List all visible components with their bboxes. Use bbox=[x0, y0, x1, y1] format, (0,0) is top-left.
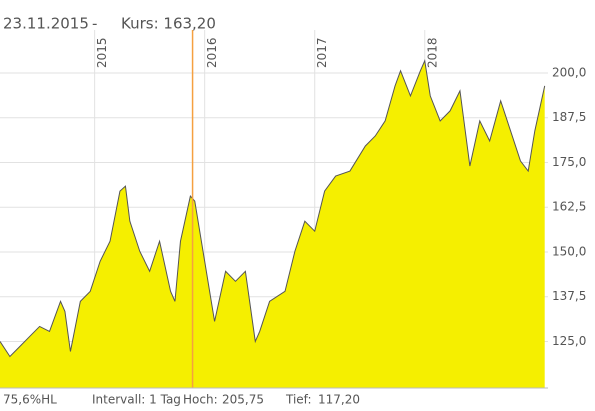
x-tick-label: 2017 bbox=[315, 37, 329, 68]
y-tick-label: 200,0 bbox=[552, 65, 586, 79]
x-tick-label: 2015 bbox=[95, 37, 109, 68]
x-tick-label: 2016 bbox=[205, 37, 219, 68]
price-line bbox=[0, 59, 546, 358]
header-text: Kurs: 163,20 bbox=[121, 15, 216, 33]
footer-text: 117,20 bbox=[318, 393, 360, 407]
area bbox=[0, 60, 545, 389]
y-tick-label: 137,5 bbox=[552, 289, 586, 303]
footer-text: Intervall: 1 Tag bbox=[92, 393, 181, 407]
footer-text: 75,6%HL bbox=[3, 393, 57, 407]
x-tick-label: 2018 bbox=[425, 37, 439, 68]
footer-text: Hoch: bbox=[183, 393, 218, 407]
y-tick-label: 187,5 bbox=[552, 110, 586, 124]
y-tick-label: 150,0 bbox=[552, 244, 586, 258]
y-tick-label: 175,0 bbox=[552, 155, 586, 169]
footer-text: Tief: bbox=[285, 393, 312, 407]
y-tick-label: 162,5 bbox=[552, 200, 586, 214]
y-tick-label: 125,0 bbox=[552, 334, 586, 348]
footer-text: 205,75 bbox=[222, 393, 264, 407]
header-text: - bbox=[92, 15, 97, 33]
header-text: 23.11.2015 bbox=[3, 15, 89, 33]
